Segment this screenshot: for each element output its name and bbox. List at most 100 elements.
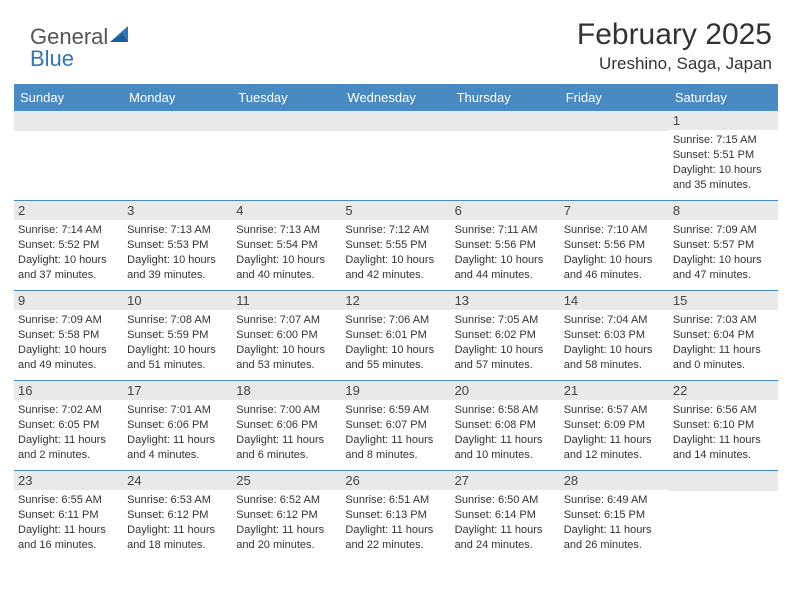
sunset-text: Sunset: 6:12 PM <box>236 508 337 523</box>
day-number: 15 <box>669 291 778 310</box>
sunrise-text: Sunrise: 6:55 AM <box>18 493 119 508</box>
week-row: 2 Sunrise: 7:14 AMSunset: 5:52 PMDaylight… <box>14 201 778 291</box>
daylight-text: Daylight: 10 hours and 57 minutes. <box>455 343 556 373</box>
sunset-text: Sunset: 6:14 PM <box>455 508 556 523</box>
day-number: 12 <box>341 291 450 310</box>
sunset-text: Sunset: 6:06 PM <box>127 418 228 433</box>
day-number: 10 <box>123 291 232 310</box>
sunset-text: Sunset: 6:09 PM <box>564 418 665 433</box>
sunrise-text: Sunrise: 6:50 AM <box>455 493 556 508</box>
sunset-text: Sunset: 5:56 PM <box>564 238 665 253</box>
sunrise-text: Sunrise: 7:00 AM <box>236 403 337 418</box>
week-row: 1 Sunrise: 7:15 AMSunset: 5:51 PMDaylight… <box>14 111 778 201</box>
sunrise-text: Sunrise: 6:51 AM <box>345 493 446 508</box>
sunset-text: Sunset: 5:51 PM <box>673 148 774 163</box>
day-cell <box>232 111 341 201</box>
day-number: 21 <box>560 381 669 400</box>
weekday-header: Wednesday <box>341 85 450 111</box>
weekday-header: Thursday <box>451 85 560 111</box>
sunrise-text: Sunrise: 7:04 AM <box>564 313 665 328</box>
day-details: Sunrise: 7:02 AMSunset: 6:05 PMDaylight:… <box>18 403 119 462</box>
daylight-text: Daylight: 10 hours and 53 minutes. <box>236 343 337 373</box>
weekday-header: Tuesday <box>232 85 341 111</box>
day-details: Sunrise: 7:12 AMSunset: 5:55 PMDaylight:… <box>345 223 446 282</box>
daylight-text: Daylight: 10 hours and 35 minutes. <box>673 163 774 193</box>
day-details: Sunrise: 6:58 AMSunset: 6:08 PMDaylight:… <box>455 403 556 462</box>
weekday-header: Saturday <box>669 85 778 111</box>
sunrise-text: Sunrise: 7:09 AM <box>18 313 119 328</box>
day-cell: 2 Sunrise: 7:14 AMSunset: 5:52 PMDaylight… <box>14 201 123 291</box>
day-number: 7 <box>560 201 669 220</box>
sunrise-text: Sunrise: 7:14 AM <box>18 223 119 238</box>
day-details: Sunrise: 6:57 AMSunset: 6:09 PMDaylight:… <box>564 403 665 462</box>
sunset-text: Sunset: 6:02 PM <box>455 328 556 343</box>
sunset-text: Sunset: 6:01 PM <box>345 328 446 343</box>
calendar-body: 1Sunrise: 7:15 AMSunset: 5:51 PMDaylight… <box>14 111 778 561</box>
day-details: Sunrise: 7:08 AMSunset: 5:59 PMDaylight:… <box>127 313 228 372</box>
day-details: Sunrise: 6:49 AMSunset: 6:15 PMDaylight:… <box>564 493 665 552</box>
day-cell: 16 Sunrise: 7:02 AMSunset: 6:05 PMDayligh… <box>14 381 123 471</box>
weekday-header: Monday <box>123 85 232 111</box>
day-cell: 27Sunrise: 6:50 AMSunset: 6:14 PMDayligh… <box>451 471 560 561</box>
sunrise-text: Sunrise: 7:07 AM <box>236 313 337 328</box>
sunrise-text: Sunrise: 7:08 AM <box>127 313 228 328</box>
sunrise-text: Sunrise: 6:59 AM <box>345 403 446 418</box>
day-cell: 26Sunrise: 6:51 AMSunset: 6:13 PMDayligh… <box>341 471 450 561</box>
day-details: Sunrise: 6:53 AMSunset: 6:12 PMDaylight:… <box>127 493 228 552</box>
daylight-text: Daylight: 11 hours and 6 minutes. <box>236 433 337 463</box>
day-cell: 5 Sunrise: 7:12 AMSunset: 5:55 PMDaylight… <box>341 201 450 291</box>
day-cell: 8Sunrise: 7:09 AMSunset: 5:57 PMDaylight… <box>669 201 778 291</box>
day-cell <box>560 111 669 201</box>
day-number <box>341 111 450 131</box>
day-number: 4 <box>232 201 341 220</box>
day-number: 6 <box>451 201 560 220</box>
sunrise-text: Sunrise: 6:52 AM <box>236 493 337 508</box>
daylight-text: Daylight: 11 hours and 22 minutes. <box>345 523 446 553</box>
day-number: 5 <box>341 201 450 220</box>
day-cell: 20Sunrise: 6:58 AMSunset: 6:08 PMDayligh… <box>451 381 560 471</box>
day-cell: 1 Sunrise: 7:15 AMSunset: 5:51 PMDaylight… <box>669 111 778 201</box>
sunset-text: Sunset: 6:04 PM <box>673 328 774 343</box>
day-cell: 19Sunrise: 6:59 AMSunset: 6:07 PMDayligh… <box>341 381 450 471</box>
day-number <box>232 111 341 131</box>
day-number: 2 <box>14 201 123 220</box>
day-cell: 7 Sunrise: 7:10 AMSunset: 5:56 PMDaylight… <box>560 201 669 291</box>
day-cell <box>341 111 450 201</box>
day-cell: 14Sunrise: 7:04 AMSunset: 6:03 PMDayligh… <box>560 291 669 381</box>
day-cell: 4Sunrise: 7:13 AMSunset: 5:54 PMDaylight… <box>232 201 341 291</box>
day-details: Sunrise: 6:51 AMSunset: 6:13 PMDaylight:… <box>345 493 446 552</box>
sunrise-text: Sunrise: 7:13 AM <box>236 223 337 238</box>
daylight-text: Daylight: 10 hours and 44 minutes. <box>455 253 556 283</box>
daylight-text: Daylight: 10 hours and 49 minutes. <box>18 343 119 373</box>
day-number: 1 <box>669 111 778 130</box>
sunrise-text: Sunrise: 7:15 AM <box>673 133 774 148</box>
day-details: Sunrise: 7:01 AMSunset: 6:06 PMDaylight:… <box>127 403 228 462</box>
day-number: 16 <box>14 381 123 400</box>
weekday-header: Friday <box>560 85 669 111</box>
day-number: 27 <box>451 471 560 490</box>
daylight-text: Daylight: 10 hours and 46 minutes. <box>564 253 665 283</box>
header: General February 2025 Ureshino, Saga, Ja… <box>14 18 778 74</box>
sunrise-text: Sunrise: 7:06 AM <box>345 313 446 328</box>
day-number <box>669 471 778 491</box>
day-cell: 6Sunrise: 7:11 AMSunset: 5:56 PMDaylight… <box>451 201 560 291</box>
daylight-text: Daylight: 10 hours and 58 minutes. <box>564 343 665 373</box>
day-cell <box>14 111 123 201</box>
daylight-text: Daylight: 10 hours and 42 minutes. <box>345 253 446 283</box>
sunrise-text: Sunrise: 7:12 AM <box>345 223 446 238</box>
sunrise-text: Sunrise: 7:13 AM <box>127 223 228 238</box>
day-cell: 18Sunrise: 7:00 AMSunset: 6:06 PMDayligh… <box>232 381 341 471</box>
sunset-text: Sunset: 5:57 PM <box>673 238 774 253</box>
sunset-text: Sunset: 6:10 PM <box>673 418 774 433</box>
day-cell <box>451 111 560 201</box>
day-cell: 21 Sunrise: 6:57 AMSunset: 6:09 PMDayligh… <box>560 381 669 471</box>
day-cell: 28Sunrise: 6:49 AMSunset: 6:15 PMDayligh… <box>560 471 669 561</box>
daylight-text: Daylight: 10 hours and 39 minutes. <box>127 253 228 283</box>
day-details: Sunrise: 7:14 AMSunset: 5:52 PMDaylight:… <box>18 223 119 282</box>
day-details: Sunrise: 7:09 AMSunset: 5:58 PMDaylight:… <box>18 313 119 372</box>
day-details: Sunrise: 7:10 AMSunset: 5:56 PMDaylight:… <box>564 223 665 282</box>
day-details: Sunrise: 6:59 AMSunset: 6:07 PMDaylight:… <box>345 403 446 462</box>
sunset-text: Sunset: 5:55 PM <box>345 238 446 253</box>
sunrise-text: Sunrise: 7:03 AM <box>673 313 774 328</box>
sunset-text: Sunset: 5:59 PM <box>127 328 228 343</box>
